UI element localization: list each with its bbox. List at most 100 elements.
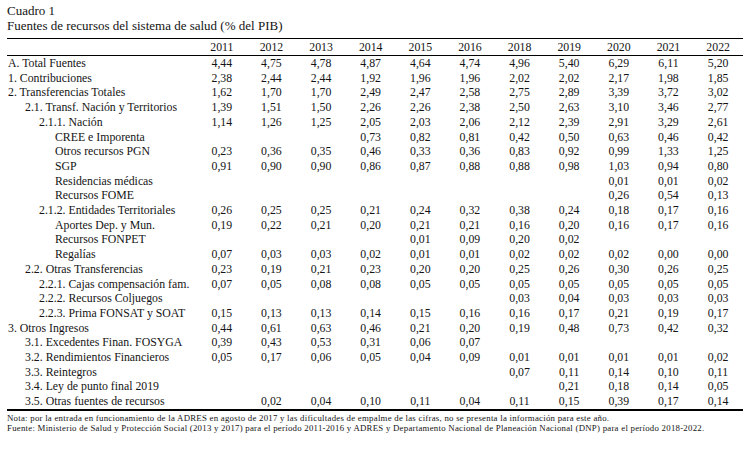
value-cell: 0,10: [346, 394, 396, 410]
row-label: Otros recursos PGN: [7, 144, 197, 159]
value-cell: 0,25: [296, 203, 346, 218]
row-label: 2.2.3. Prima FONSAT y SOAT: [7, 306, 197, 321]
value-cell: 0,01: [396, 232, 446, 247]
value-cell: 0,07: [197, 277, 247, 292]
row-label: 2.1.1. Nación: [7, 115, 197, 130]
value-cell: 4,87: [346, 56, 396, 71]
value-cell: [296, 232, 346, 247]
value-cell: 0,20: [495, 232, 545, 247]
value-cell: 0,16: [495, 218, 545, 233]
value-cell: [296, 130, 346, 145]
value-cell: 0,30: [594, 262, 644, 277]
value-cell: [644, 335, 694, 350]
value-cell: [247, 130, 297, 145]
value-cell: 2,06: [445, 115, 495, 130]
value-cell: 0,20: [544, 218, 594, 233]
value-cell: 0,26: [644, 262, 694, 277]
table-row: 3.3. Reintegros0,070,110,140,100,11: [7, 365, 743, 380]
value-cell: 0,26: [197, 203, 247, 218]
value-cell: 0,31: [346, 335, 396, 350]
value-cell: 1,39: [197, 100, 247, 115]
value-cell: 0,98: [544, 159, 594, 174]
value-cell: 2,63: [544, 100, 594, 115]
value-cell: [445, 365, 495, 380]
value-cell: 0,87: [396, 159, 446, 174]
value-cell: 0,53: [296, 335, 346, 350]
value-cell: 0,42: [495, 130, 545, 145]
value-cell: 0,03: [247, 247, 297, 262]
value-cell: 2,44: [247, 71, 297, 86]
value-cell: 0,63: [594, 130, 644, 145]
value-cell: 0,99: [594, 144, 644, 159]
value-cell: 0,09: [445, 232, 495, 247]
row-label: CREE e Imporenta: [7, 130, 197, 145]
value-cell: [197, 130, 247, 145]
value-cell: 1,03: [594, 159, 644, 174]
year-header: 2016: [445, 39, 495, 56]
value-cell: [247, 174, 297, 189]
value-cell: 0,01: [495, 350, 545, 365]
value-cell: 0,05: [247, 277, 297, 292]
value-cell: [197, 188, 247, 203]
value-cell: [693, 232, 743, 247]
value-cell: 0,17: [644, 394, 694, 410]
value-cell: 0,54: [644, 188, 694, 203]
value-cell: 3,10: [594, 100, 644, 115]
value-cell: 0,17: [644, 203, 694, 218]
value-cell: [296, 291, 346, 306]
value-cell: 0,36: [247, 144, 297, 159]
row-label: SGP: [7, 159, 197, 174]
value-cell: 0,13: [296, 306, 346, 321]
value-cell: 0,04: [296, 394, 346, 410]
table-footnotes: Nota: por la entrada en funcionamiento d…: [7, 413, 745, 433]
value-cell: 0,23: [197, 144, 247, 159]
value-cell: 4,78: [296, 56, 346, 71]
value-cell: 0,05: [594, 277, 644, 292]
value-cell: [396, 365, 446, 380]
table-row: 1. Contribuciones2,382,442,441,921,961,9…: [7, 71, 743, 86]
value-cell: 2,77: [693, 100, 743, 115]
value-cell: 0,03: [296, 247, 346, 262]
value-cell: 2,26: [396, 100, 446, 115]
value-cell: 6,29: [594, 56, 644, 71]
year-header: 2019: [544, 39, 594, 56]
row-label: 2.2. Otras Transferencias: [7, 262, 197, 277]
value-cell: 0,15: [197, 306, 247, 321]
year-header: 2013: [296, 39, 346, 56]
value-cell: 0,20: [346, 218, 396, 233]
value-cell: 0,03: [693, 291, 743, 306]
value-cell: 0,42: [644, 321, 694, 336]
table-row: Residencias médicas0,010,010,02: [7, 174, 743, 189]
value-cell: 0,86: [346, 159, 396, 174]
value-cell: 1,96: [396, 71, 446, 86]
value-cell: 0,48: [544, 321, 594, 336]
value-cell: 0,21: [594, 306, 644, 321]
value-cell: 0,02: [544, 232, 594, 247]
value-cell: 0,17: [693, 306, 743, 321]
value-cell: 2,91: [594, 115, 644, 130]
value-cell: 2,47: [396, 85, 446, 100]
value-cell: 0,01: [445, 247, 495, 262]
value-cell: 0,63: [296, 321, 346, 336]
table-row: 3.5. Otras fuentes de recursos0,020,040,…: [7, 394, 743, 410]
value-cell: 0,09: [445, 350, 495, 365]
value-cell: [247, 291, 297, 306]
value-cell: 2,61: [693, 115, 743, 130]
value-cell: 0,02: [346, 247, 396, 262]
year-header: 2011: [197, 39, 247, 56]
value-cell: [544, 335, 594, 350]
value-cell: 4,74: [445, 56, 495, 71]
value-cell: 0,03: [594, 291, 644, 306]
value-cell: [296, 174, 346, 189]
value-cell: 0,03: [644, 291, 694, 306]
year-header: 2015: [396, 39, 446, 56]
value-cell: [197, 291, 247, 306]
value-cell: 3,46: [644, 100, 694, 115]
value-cell: 0,11: [693, 365, 743, 380]
health-funding-table: 2011201220132014201520162018201920202021…: [7, 38, 743, 411]
value-cell: 0,14: [594, 365, 644, 380]
value-cell: [396, 291, 446, 306]
value-cell: 2,49: [346, 85, 396, 100]
value-cell: 0,13: [693, 188, 743, 203]
value-cell: [594, 335, 644, 350]
